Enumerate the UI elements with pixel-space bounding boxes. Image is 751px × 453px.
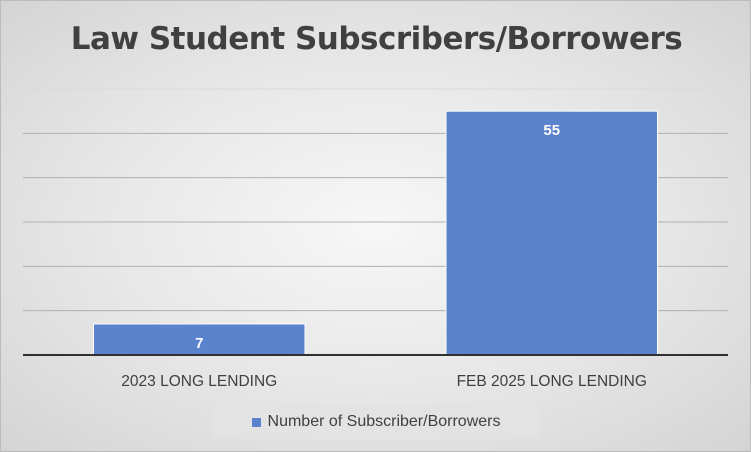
chart-title: Law Student Subscribers/Borrowers	[70, 21, 683, 57]
legend-swatch	[251, 417, 261, 427]
bar	[445, 110, 658, 356]
bar	[93, 323, 306, 356]
data-label: 7	[195, 335, 203, 352]
legend-label: Number of Subscriber/Borrowers	[267, 413, 501, 430]
legend: Number of Subscriber/Borrowers	[212, 405, 540, 439]
data-label: 55	[543, 122, 560, 139]
x-tick-label: 2023 LONG LENDING	[121, 373, 277, 390]
x-tick-label: FEB 2025 LONG LENDING	[457, 373, 647, 390]
